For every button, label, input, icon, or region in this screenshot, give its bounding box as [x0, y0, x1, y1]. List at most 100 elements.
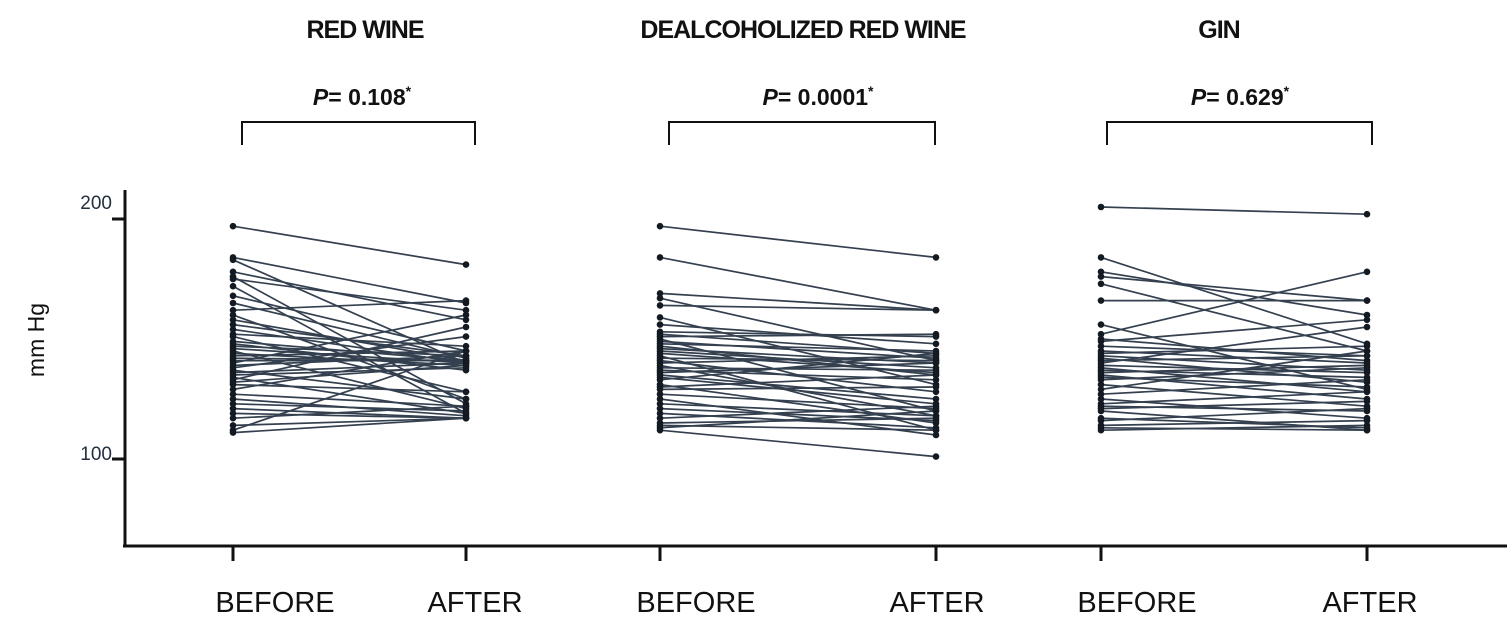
- pair-line: [232, 302, 467, 360]
- pair-line: [659, 333, 937, 338]
- subject-pair: [1097, 376, 1371, 398]
- before-point: [1097, 330, 1105, 338]
- pair-line: [232, 270, 467, 321]
- panel-gin: GIN P= 0.629* BEFORE AFTER: [1077, 16, 1417, 617]
- after-point: [932, 453, 940, 460]
- after-point: [462, 414, 470, 422]
- panel-dealcoholized-red-wine: DEALCOHOLIZED RED WINE P= 0.0001* BEFORE…: [636, 16, 984, 617]
- panel-title: RED WINE: [307, 16, 424, 44]
- pair-line: [659, 405, 937, 420]
- pair-line: [232, 364, 467, 384]
- before-point: [229, 400, 237, 408]
- subject-pair: [1097, 297, 1371, 304]
- before-point: [656, 321, 664, 328]
- after-point: [462, 407, 470, 415]
- after-point: [1363, 369, 1371, 376]
- before-point: [229, 222, 237, 230]
- subject-pair: [229, 297, 470, 314]
- subject-pair: [1097, 405, 1371, 424]
- after-point: [1363, 323, 1371, 331]
- after-point: [1363, 376, 1371, 384]
- pair-line: [1100, 206, 1368, 216]
- pair-line: [232, 278, 467, 312]
- pair-line: [659, 304, 937, 312]
- pair-line: [232, 417, 467, 434]
- pair-line: [1100, 364, 1368, 374]
- before-point: [656, 386, 664, 393]
- pair-line: [659, 225, 937, 259]
- pair-line: [232, 412, 467, 420]
- after-point: [1363, 316, 1371, 324]
- p-value-text: = 0.0001: [778, 84, 868, 110]
- after-point: [1363, 297, 1371, 304]
- pair-line: [1100, 345, 1368, 355]
- after-point: [462, 402, 470, 410]
- pair-line: [659, 342, 937, 352]
- after-point: [932, 407, 940, 415]
- pair-line: [659, 366, 937, 372]
- before-point: [1097, 426, 1105, 434]
- p-value-marker: *: [868, 83, 874, 99]
- before-point: [1097, 254, 1105, 261]
- panel-red-wine: RED WINE P= 0.108* BEFORE AFTER: [215, 16, 522, 617]
- after-point: [1363, 210, 1371, 218]
- pair-line: [659, 374, 937, 388]
- ytick-label-200: 200: [80, 193, 112, 214]
- after-point: [1363, 405, 1371, 412]
- before-point: [1097, 376, 1105, 384]
- after-point: [1363, 426, 1371, 434]
- before-point: [1097, 297, 1105, 304]
- before-point: [229, 410, 237, 417]
- pair-line: [1100, 419, 1368, 427]
- p-symbol: P: [313, 84, 329, 110]
- before-point: [1097, 273, 1105, 280]
- after-point: [462, 316, 470, 324]
- pair-line: [1100, 326, 1368, 364]
- before-point: [656, 405, 664, 412]
- pair-line: [659, 424, 937, 432]
- after-point: [1363, 398, 1371, 405]
- pair-line: [232, 256, 467, 304]
- x-category-before: BEFORE: [215, 587, 334, 617]
- before-point: [1097, 280, 1105, 288]
- subject-pair: [229, 381, 470, 396]
- before-point: [229, 275, 237, 283]
- before-point: [1097, 203, 1105, 211]
- pair-line: [232, 350, 467, 432]
- pair-line: [659, 383, 937, 424]
- before-point: [656, 390, 664, 398]
- before-point: [656, 410, 664, 417]
- subject-pair: [229, 222, 470, 268]
- x-category-before: BEFORE: [636, 587, 755, 617]
- pair-line: [232, 369, 467, 400]
- after-point: [462, 333, 470, 340]
- before-point: [1097, 417, 1105, 424]
- after-point: [932, 350, 940, 357]
- pair-line: [1100, 376, 1368, 388]
- pair-line: [659, 374, 937, 400]
- before-point: [656, 254, 664, 261]
- pair-line: [1100, 400, 1368, 410]
- before-point: [656, 294, 664, 302]
- pair-line: [1100, 275, 1368, 302]
- pair-line: [659, 417, 937, 424]
- after-point: [932, 330, 940, 338]
- after-point: [932, 414, 940, 422]
- pair-line: [232, 350, 467, 391]
- subject-pair: [229, 414, 470, 436]
- subject-pair: [656, 350, 940, 384]
- after-point: [932, 383, 940, 391]
- pair-line: [232, 335, 467, 369]
- pair-line: [232, 333, 467, 348]
- pair-line: [232, 326, 467, 381]
- p-value-label: P= 0.629*: [1191, 83, 1290, 110]
- pair-line: [659, 330, 937, 338]
- after-point: [462, 261, 470, 268]
- after-point: [932, 431, 940, 439]
- before-point: [229, 292, 237, 300]
- pair-line: [659, 362, 937, 374]
- subject-pair: [1097, 268, 1371, 338]
- before-point: [656, 376, 664, 384]
- after-point: [1363, 417, 1371, 424]
